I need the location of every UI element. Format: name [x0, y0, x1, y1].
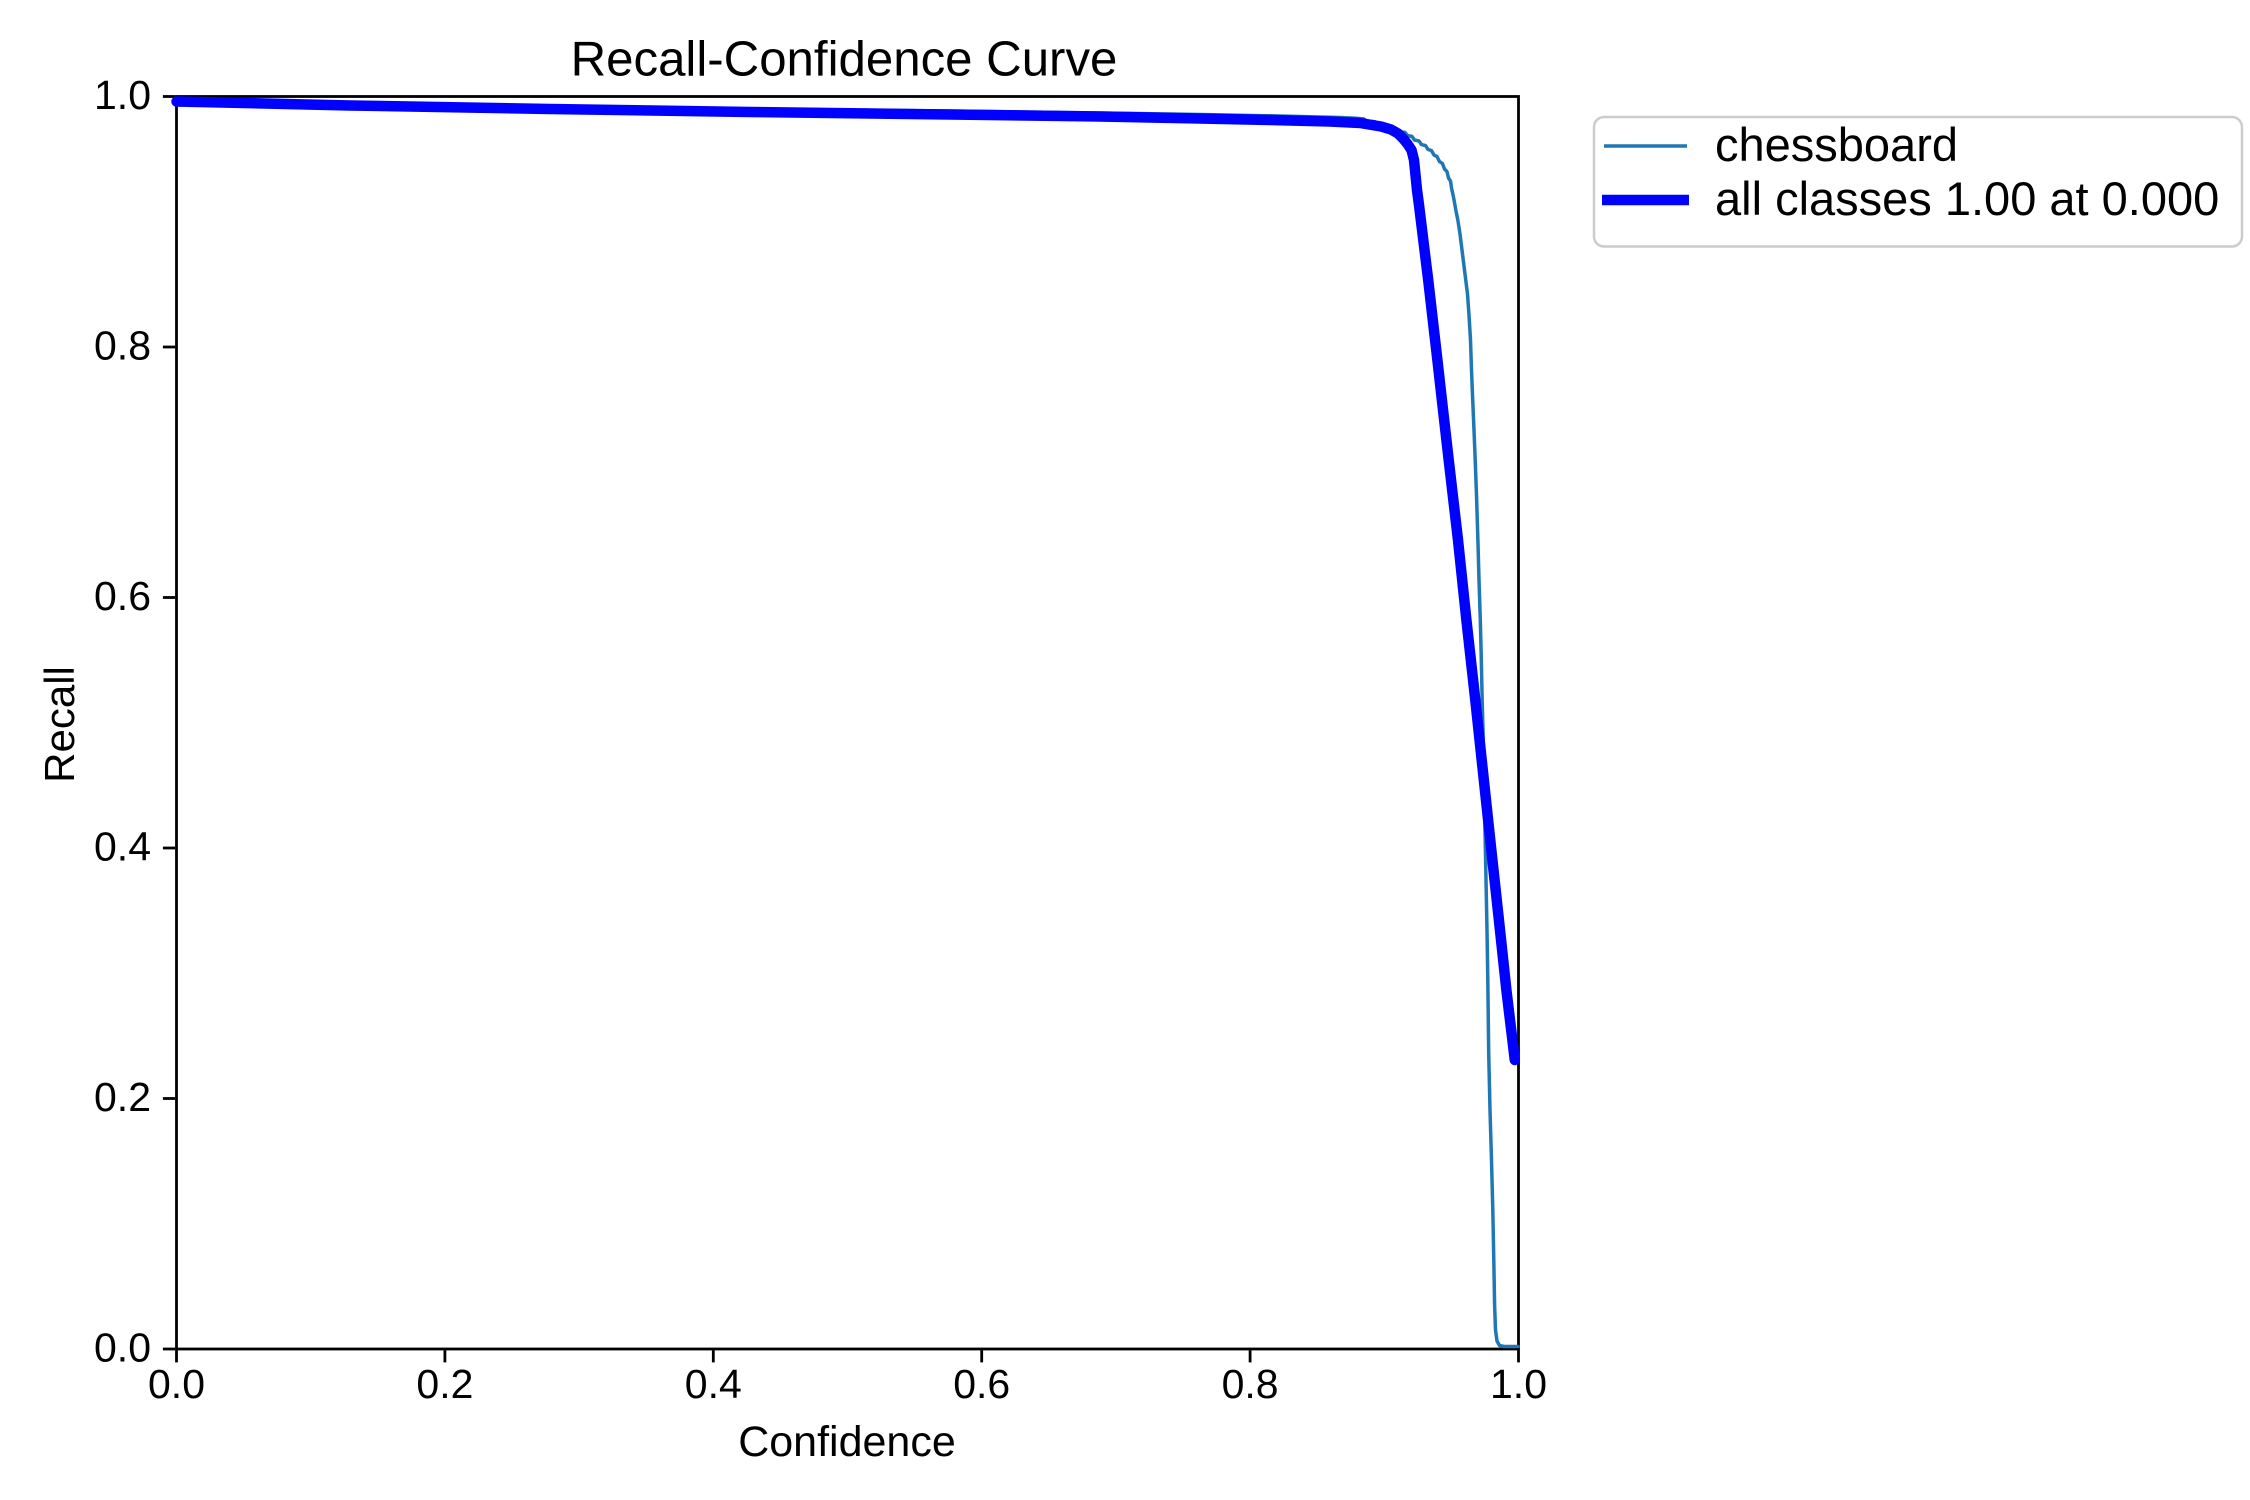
svg-text:0.8: 0.8 [1222, 1361, 1279, 1407]
svg-text:0.6: 0.6 [953, 1361, 1010, 1407]
svg-text:0.2: 0.2 [94, 1074, 151, 1120]
svg-text:0.0: 0.0 [94, 1325, 151, 1371]
svg-text:0.4: 0.4 [94, 824, 151, 870]
svg-text:0.8: 0.8 [94, 323, 151, 369]
svg-text:0.6: 0.6 [94, 573, 151, 619]
svg-text:chessboard: chessboard [1715, 118, 1958, 171]
svg-text:Recall: Recall [36, 666, 83, 783]
svg-text:1.0: 1.0 [1490, 1361, 1547, 1407]
svg-text:all classes 1.00 at 0.000: all classes 1.00 at 0.000 [1715, 172, 2219, 225]
svg-text:0.2: 0.2 [416, 1361, 473, 1407]
svg-text:1.0: 1.0 [94, 72, 151, 118]
svg-text:Recall-Confidence Curve: Recall-Confidence Curve [571, 32, 1118, 87]
svg-text:Confidence: Confidence [738, 1418, 956, 1466]
svg-text:0.4: 0.4 [685, 1361, 742, 1407]
svg-text:0.0: 0.0 [148, 1361, 205, 1407]
